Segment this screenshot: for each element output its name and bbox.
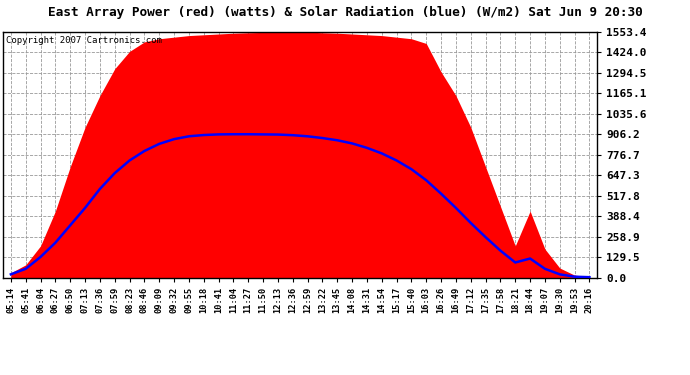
Text: East Array Power (red) (watts) & Solar Radiation (blue) (W/m2) Sat Jun 9 20:30: East Array Power (red) (watts) & Solar R… [48,6,642,19]
Text: Copyright 2007 Cartronics.com: Copyright 2007 Cartronics.com [6,36,162,45]
